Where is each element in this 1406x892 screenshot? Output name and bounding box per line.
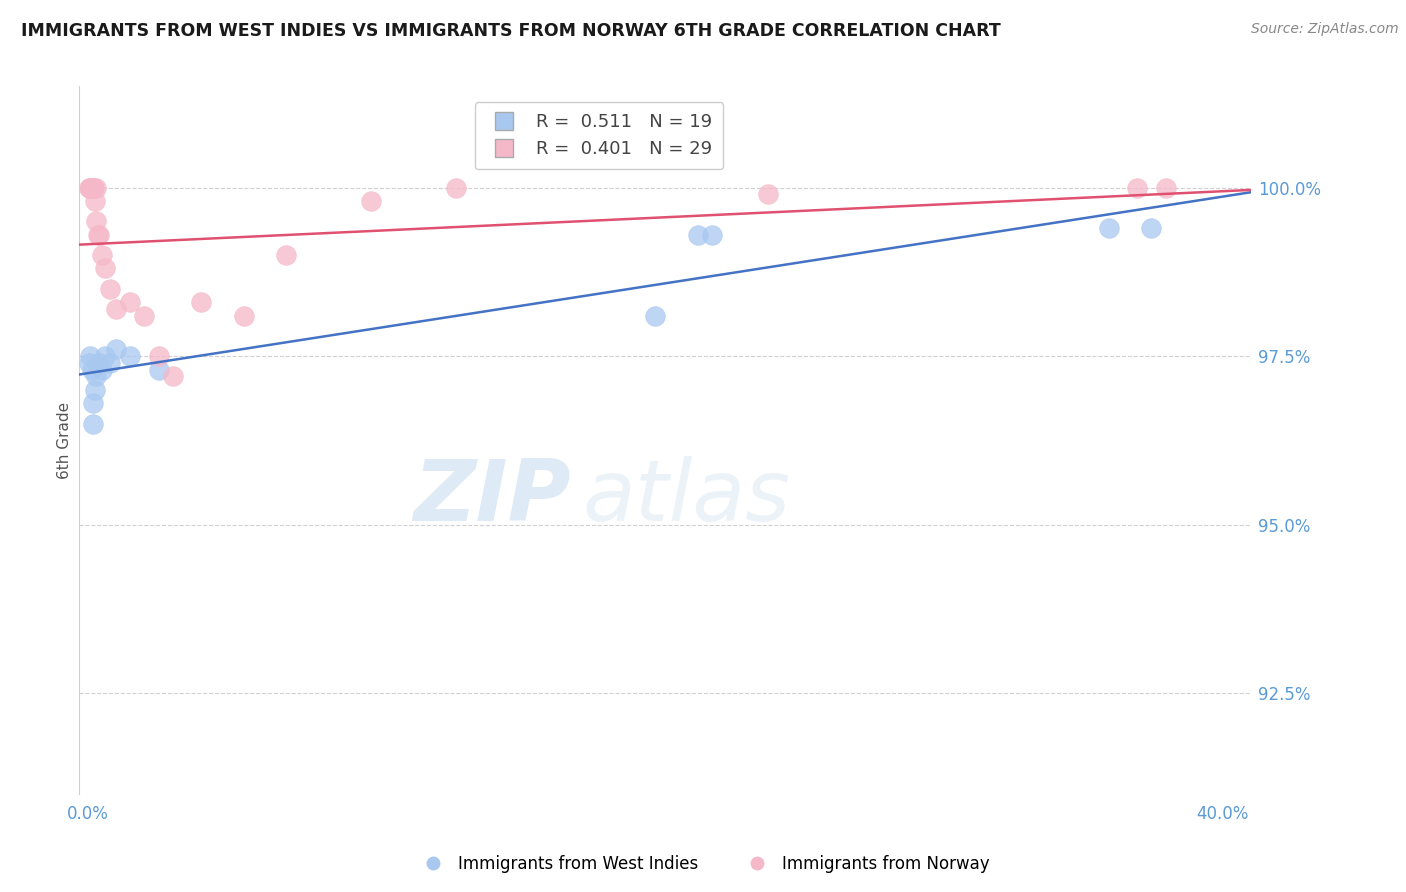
Text: ZIP: ZIP [413,456,571,539]
Point [86,227,108,242]
Text: IMMIGRANTS FROM WEST INDIES VS IMMIGRANTS FROM NORWAY 6TH GRADE CORRELATION CHAR: IMMIGRANTS FROM WEST INDIES VS IMMIGRANT… [21,22,1001,40]
Point [84,180,107,194]
Point [80,180,103,194]
Point [83,194,105,208]
Point [79,180,101,194]
Point [77,356,100,370]
Point [134,309,156,323]
Point [93,349,115,363]
Point [77,180,100,194]
Point [84,369,107,384]
Legend: Immigrants from West Indies, Immigrants from Norway: Immigrants from West Indies, Immigrants … [411,848,995,880]
Point [80,362,103,376]
Point [87,356,110,370]
Point [120,349,142,363]
Point [1140,221,1163,235]
Point [79,349,101,363]
Point [758,187,780,202]
Point [686,227,709,242]
Point [276,248,298,262]
Point [82,180,104,194]
Point [98,356,121,370]
Point [148,362,170,376]
Point [90,248,112,262]
Point [83,180,105,194]
Text: Source: ZipAtlas.com: Source: ZipAtlas.com [1251,22,1399,37]
Y-axis label: 6th Grade: 6th Grade [58,401,72,479]
Point [190,295,212,310]
Point [1154,180,1177,194]
Point [80,180,103,194]
Point [82,180,104,194]
Point [87,227,110,242]
Point [82,396,104,410]
Legend: R =  0.511   N = 19, R =  0.401   N = 29: R = 0.511 N = 19, R = 0.401 N = 29 [475,103,723,169]
Point [232,309,254,323]
Point [162,369,184,384]
Point [82,417,104,431]
Point [84,214,107,228]
Point [1126,180,1149,194]
Point [1098,221,1121,235]
Point [105,301,128,316]
Point [360,194,382,208]
Point [700,227,723,242]
Point [120,295,142,310]
Point [148,349,170,363]
Point [83,383,105,397]
Point [98,282,121,296]
Text: atlas: atlas [583,456,792,539]
Point [93,261,115,276]
Point [644,309,666,323]
Point [79,180,101,194]
Point [446,180,468,194]
Point [90,362,112,376]
Point [105,343,128,357]
